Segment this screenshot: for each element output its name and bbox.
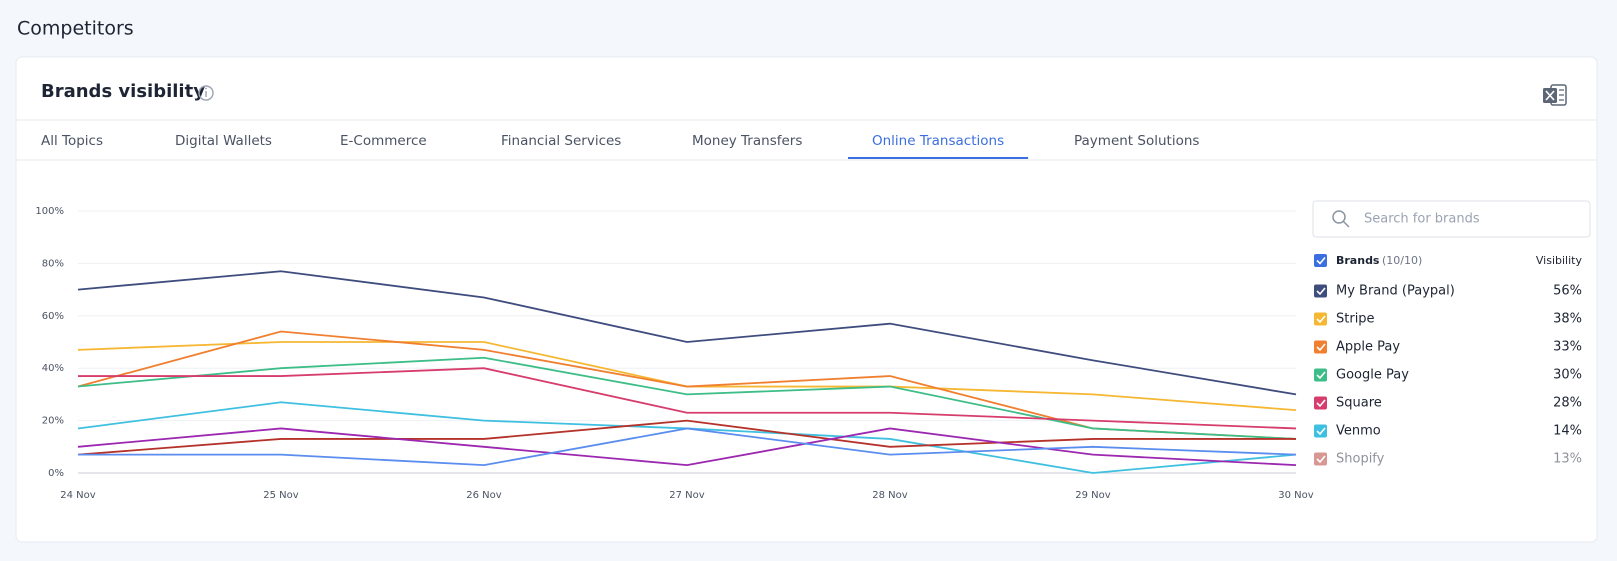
series-line — [77, 356, 1297, 440]
legend-visibility: 56% — [1553, 284, 1582, 299]
y-tick-label: 20% — [42, 416, 64, 427]
page-heading: Competitors — [17, 18, 134, 40]
y-tick-label: 100% — [35, 206, 64, 217]
x-tick-label: 27 Nov — [669, 490, 705, 501]
brands-count: (10/10) — [1382, 254, 1422, 267]
check — [1316, 256, 1326, 265]
tabs: All Topics Digital Wallets E-Commerce Finan… — [41, 133, 1199, 159]
tab[interactable]: E-Commerce — [340, 133, 427, 149]
legend-item[interactable]: Stripe 38% — [1314, 312, 1582, 327]
x-tick-label: 28 Nov — [872, 490, 908, 501]
y-tick-label: 40% — [42, 363, 64, 374]
search-placeholder: Search for brands — [1364, 212, 1480, 227]
legend-checkbox — [1314, 312, 1327, 326]
legend-name: My Brand (Paypal) — [1336, 284, 1455, 299]
legend-checkbox — [1314, 340, 1327, 354]
excel-export-icon[interactable] — [1543, 84, 1567, 106]
legend-checkbox — [1314, 284, 1327, 298]
legend-name: Google Pay — [1336, 368, 1409, 383]
card-title: Brands visibility — [41, 81, 205, 102]
legend-visibility: 33% — [1553, 340, 1582, 355]
series-line — [78, 427, 1297, 467]
x-tick-label: 24 Nov — [60, 490, 96, 501]
y-tick-label: 0% — [48, 468, 64, 479]
y-tick-label: 60% — [42, 311, 64, 322]
legend-checkbox — [1314, 452, 1327, 466]
legend-item[interactable]: Shopify 13% — [1314, 452, 1582, 467]
check — [1316, 399, 1326, 408]
x-tick-label: 25 Nov — [263, 490, 299, 501]
legend-item[interactable]: My Brand (Paypal) 56% — [1314, 284, 1582, 299]
check — [1316, 315, 1326, 324]
tab[interactable]: Financial Services — [501, 133, 621, 149]
tab[interactable]: Online Transactions — [872, 133, 1004, 149]
legend-visibility: 38% — [1553, 312, 1582, 327]
check — [1316, 371, 1326, 380]
tab[interactable]: Digital Wallets — [175, 133, 272, 149]
series-line — [78, 367, 1297, 430]
tab[interactable]: All Topics — [41, 133, 103, 149]
search-icon — [1332, 210, 1350, 228]
legend-checkbox — [1314, 368, 1327, 382]
legend-name: Venmo — [1336, 424, 1381, 439]
legend-name: Shopify — [1336, 452, 1385, 467]
info-icon[interactable] — [198, 85, 214, 101]
check — [1316, 427, 1326, 436]
tab[interactable]: Payment Solutions — [1074, 133, 1199, 149]
x-tick-label: 29 Nov — [1075, 490, 1111, 501]
legend-visibility: 28% — [1553, 396, 1582, 411]
brands-checkbox[interactable] — [1314, 254, 1327, 267]
legend-item[interactable]: Google Pay 30% — [1314, 368, 1582, 383]
series-line — [77, 427, 1297, 467]
tab[interactable]: Money Transfers — [692, 133, 802, 149]
y-tick-label: 80% — [42, 258, 64, 269]
visibility-header: Visibility — [1536, 254, 1583, 267]
legend-checkbox — [1314, 396, 1327, 410]
card — [15, 56, 1598, 543]
legend-item[interactable]: Apple Pay 33% — [1314, 340, 1582, 355]
legend-name: Stripe — [1336, 312, 1375, 327]
brands-label: Brands — [1336, 254, 1380, 267]
chart: 0% 20% 40% 60% 80% 100% 24 Nov 25 Nov 26 Nov 27 N… — [35, 206, 1313, 501]
x-tick-label: 26 Nov — [466, 490, 502, 501]
check — [1316, 455, 1326, 464]
legend-name: Square — [1336, 396, 1382, 411]
legend-item[interactable]: Venmo 14% — [1314, 424, 1582, 439]
x-tick-label: 30 Nov — [1278, 490, 1314, 501]
legend-name: Apple Pay — [1336, 340, 1400, 355]
search-box[interactable] — [1312, 200, 1591, 238]
legend-item[interactable]: Square 28% — [1314, 396, 1582, 411]
series-line — [77, 270, 1297, 396]
legend-visibility: 13% — [1553, 452, 1582, 467]
legend-checkbox — [1314, 424, 1327, 438]
legend-visibility: 14% — [1553, 424, 1582, 439]
legend: My Brand (Paypal) 56% Stripe 38% Apple Pay 33… — [1314, 284, 1582, 467]
active-tab-underline — [848, 157, 1029, 159]
check — [1316, 287, 1326, 296]
legend-visibility: 30% — [1553, 368, 1582, 383]
check — [1316, 343, 1326, 352]
series-line — [77, 419, 1296, 456]
